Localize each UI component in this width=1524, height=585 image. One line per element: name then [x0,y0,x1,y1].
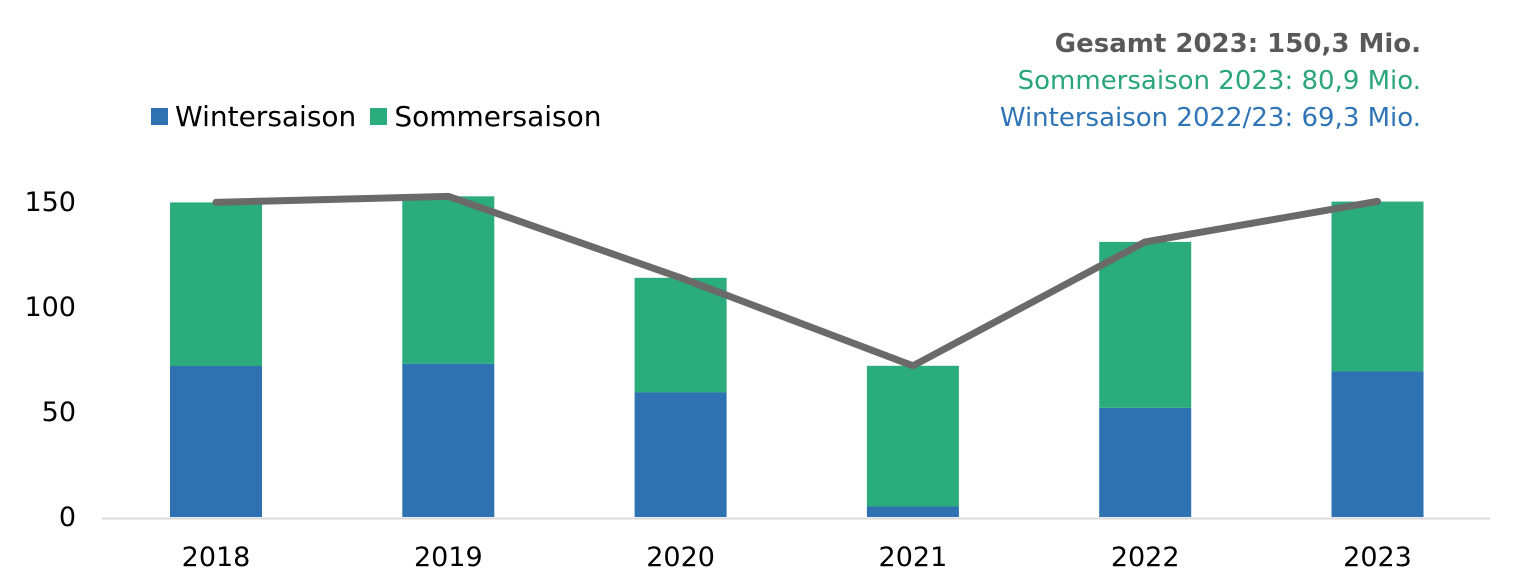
legend-item-wintersaison: Wintersaison [151,100,356,133]
legend-label-wintersaison: Wintersaison [175,100,357,133]
legend-label-sommersaison: Sommersaison [394,100,602,133]
bar-segment-wintersaison [1099,407,1192,517]
y-axis-tick-label: 50 [42,397,76,428]
sommersaison-swatch-icon [370,108,388,125]
bar-segment-sommersaison [1099,241,1192,408]
bar-segment-sommersaison [634,277,727,393]
x-axis-category-label: 2023 [1343,542,1412,573]
x-axis-category-label: 2018 [182,542,251,573]
bar-segment-sommersaison [866,365,959,507]
wintersaison-swatch-icon [151,108,168,125]
x-axis-category-label: 2021 [879,542,948,573]
y-axis-tick-label: 0 [59,502,76,533]
annotation-total: Gesamt 2023: 150,3 Mio. [1054,29,1421,59]
annotation-winter: Wintersaison 2022/23: 69,3 Mio. [999,103,1421,133]
legend-item-sommersaison: Sommersaison [370,100,602,133]
bar-segment-wintersaison [866,506,959,517]
annotation-block: Gesamt 2023: 150,3 Mio. Sommersaison 202… [1000,26,1421,137]
legend: Wintersaison Sommersaison [151,100,602,133]
x-axis-category-label: 2020 [646,542,715,573]
bar-segment-sommersaison [1331,201,1424,372]
gesamt-total-line [212,192,1381,370]
annotation-summer: Sommersaison 2023: 80,9 Mio. [1017,66,1421,96]
bar-segment-wintersaison [402,363,495,517]
bar-segment-wintersaison [1331,371,1424,517]
bar-segment-wintersaison [170,366,262,517]
x-axis-category-label: 2022 [1111,542,1180,573]
y-axis-tick-label: 100 [24,292,76,323]
x-axis-category-label: 2019 [414,542,483,573]
y-axis-tick-label: 150 [24,187,76,218]
bar-segment-wintersaison [634,392,727,517]
bar-segment-sommersaison [170,202,262,367]
bar-segment-sommersaison [402,196,495,364]
